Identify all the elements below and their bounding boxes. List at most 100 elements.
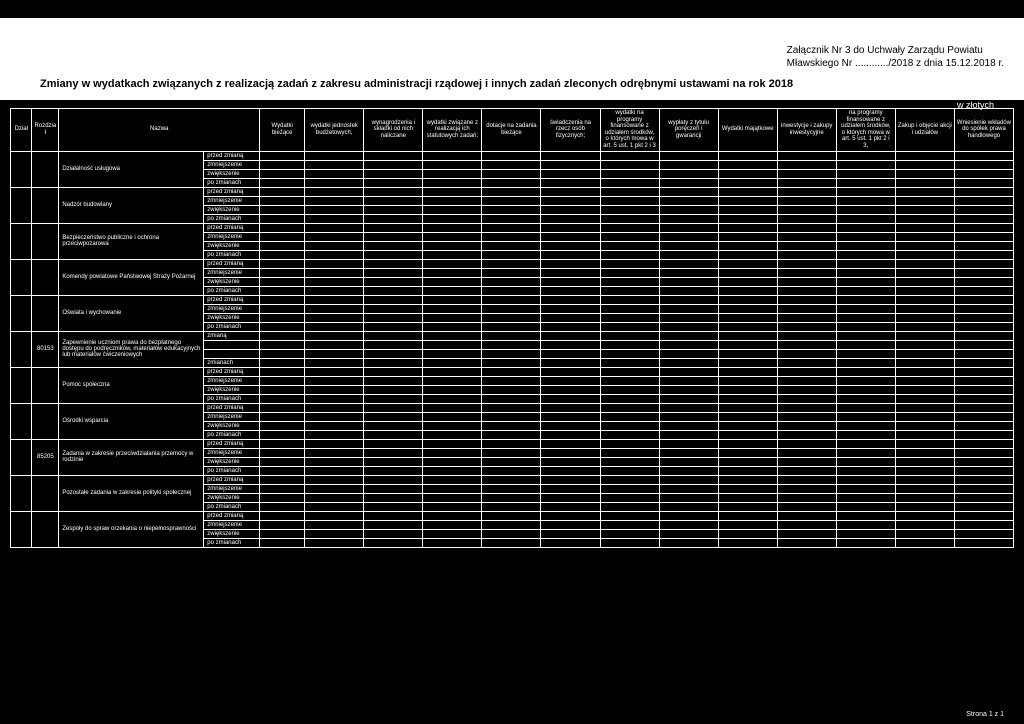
cell-value (659, 241, 718, 250)
cell-value (954, 466, 1013, 475)
cell-value (777, 403, 836, 412)
cell-value (718, 484, 777, 493)
cell-value (482, 295, 541, 304)
cell-value (482, 466, 541, 475)
cell-value (260, 529, 305, 538)
cell-value (364, 367, 423, 376)
cell-dzial (11, 403, 32, 439)
cell-value (260, 223, 305, 232)
cell-value (600, 241, 659, 250)
cell-value (718, 250, 777, 259)
cell-value (482, 358, 541, 367)
cell-value (895, 502, 954, 511)
cell-value (260, 538, 305, 547)
cell-value (836, 403, 895, 412)
cell-rozdzial (32, 187, 59, 223)
cell-value (954, 412, 1013, 421)
cell-value (305, 331, 364, 340)
cell-value (895, 394, 954, 403)
cell-value (364, 430, 423, 439)
cell-value (541, 403, 600, 412)
cell-value (659, 313, 718, 322)
cell-rozdzial (32, 151, 59, 187)
cell-change (204, 340, 260, 349)
cell-change: przed zmianą (204, 187, 260, 196)
cell-value (659, 502, 718, 511)
cell-rozdzial (32, 475, 59, 511)
cell-value (305, 313, 364, 322)
th-rozdzial: Rozdział (32, 109, 59, 152)
cell-value (895, 340, 954, 349)
cell-value (777, 169, 836, 178)
cell-value (364, 178, 423, 187)
cell-value (895, 277, 954, 286)
cell-dzial (11, 295, 32, 331)
cell-value (482, 241, 541, 250)
cell-value (482, 457, 541, 466)
cell-value (600, 358, 659, 367)
cell-value (836, 313, 895, 322)
cell-value (895, 538, 954, 547)
cell-value (895, 475, 954, 484)
cell-value (305, 241, 364, 250)
cell-value (482, 277, 541, 286)
cell-value (777, 160, 836, 169)
cell-value (659, 295, 718, 304)
cell-value (423, 484, 482, 493)
cell-value (305, 178, 364, 187)
cell-value (600, 196, 659, 205)
cell-value (482, 223, 541, 232)
th-wydatki-programy: wydatki na programy finansowane z udział… (600, 109, 659, 152)
cell-value (305, 205, 364, 214)
cell-value (836, 232, 895, 241)
cell-value (423, 151, 482, 160)
cell-value (895, 196, 954, 205)
cell-nazwa: Działalność usługowa (59, 151, 204, 187)
cell-nazwa: Zadania w zakresie przeciwdziałania prze… (59, 439, 204, 475)
cell-value (260, 430, 305, 439)
cell-value (423, 520, 482, 529)
cell-value (260, 322, 305, 331)
cell-value (777, 187, 836, 196)
cell-value (541, 268, 600, 277)
cell-value (482, 448, 541, 457)
cell-value (482, 322, 541, 331)
cell-change: po zmianach (204, 322, 260, 331)
cell-value (895, 160, 954, 169)
cell-value (260, 502, 305, 511)
cell-value (364, 520, 423, 529)
cell-value (260, 376, 305, 385)
cell-value (777, 331, 836, 340)
cell-value (541, 259, 600, 268)
cell-value (659, 403, 718, 412)
cell-value (600, 268, 659, 277)
cell-value (659, 439, 718, 448)
cell-value (541, 286, 600, 295)
cell-value (954, 376, 1013, 385)
cell-value (895, 169, 954, 178)
cell-value (659, 412, 718, 421)
cell-value (659, 187, 718, 196)
cell-value (541, 466, 600, 475)
cell-value (600, 448, 659, 457)
cell-value (777, 322, 836, 331)
cell-value (541, 313, 600, 322)
cell-value (895, 484, 954, 493)
cell-value (260, 205, 305, 214)
cell-value (600, 529, 659, 538)
cell-value (260, 394, 305, 403)
cell-value (895, 205, 954, 214)
cell-value (305, 277, 364, 286)
cell-value (260, 484, 305, 493)
cell-value (541, 394, 600, 403)
cell-value (482, 511, 541, 520)
cell-rozdzial: 80153 (32, 331, 59, 367)
cell-value (777, 394, 836, 403)
cell-change: zmniejszenie (204, 412, 260, 421)
cell-value (541, 232, 600, 241)
cell-change: po zmianach (204, 178, 260, 187)
cell-value (954, 151, 1013, 160)
cell-value (423, 268, 482, 277)
cell-value (364, 304, 423, 313)
cell-value (954, 268, 1013, 277)
